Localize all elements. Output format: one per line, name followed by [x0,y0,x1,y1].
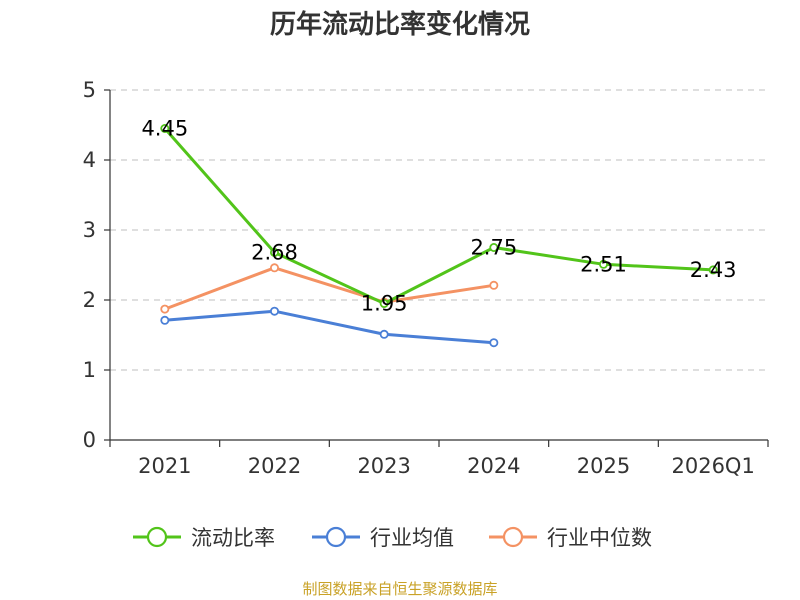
x-tick-label: 2022 [248,454,301,478]
legend: 流动比率 行业均值 行业中位数 [133,526,652,550]
legend-label: 行业均值 [370,526,454,550]
series-line-1 [164,309,494,345]
data-label: 2.75 [470,236,517,260]
data-point [269,247,279,257]
data-labels: 4.45 2.68 1.95 2.75 2.51 2.43 [141,117,736,316]
legend-label: 行业中位数 [547,526,652,550]
data-label: 4.45 [141,117,188,141]
chart-title: 历年流动比率变化情况 [270,9,530,40]
data-point [269,306,279,316]
y-tick-label: 2 [83,288,96,312]
y-tick-label: 4 [83,148,96,172]
x-tick-label: 2026Q1 [671,454,754,478]
data-point [599,259,609,269]
x-tick-label: 2021 [138,454,191,478]
data-point [708,265,718,275]
legend-label: 流动比率 [191,526,275,550]
data-label: 2.68 [251,240,298,264]
legend-marker [146,526,168,548]
data-point [160,124,170,134]
y-tick-label: 5 [83,78,96,102]
data-point [379,329,389,339]
data-point [489,280,499,290]
axes: 0 1 2 3 4 5 2021 2022 2023 2024 2025 2026Q1 [83,78,769,478]
data-point [379,298,389,308]
y-tick-label: 1 [83,358,96,382]
data-point [269,263,279,273]
data-label: 2.51 [580,252,627,276]
data-point [489,242,499,252]
x-tick-label: 2024 [467,454,520,478]
legend-marker [325,526,347,548]
data-label: 2.43 [690,258,737,282]
series-line-2 [164,266,495,311]
y-tick-label: 3 [83,218,96,242]
series-line-0 [163,127,714,305]
data-point [489,338,499,348]
x-tick-label: 2025 [577,454,630,478]
data-label: 1.95 [361,292,408,316]
grid-lines [110,89,768,371]
series-layer [160,124,718,348]
legend-marker [502,526,524,548]
x-tick-label: 2023 [357,454,410,478]
data-point [160,315,170,325]
y-tick-label: 0 [83,428,96,452]
data-point [160,304,170,314]
source-note: 制图数据来自恒生聚源数据库 [302,580,497,598]
